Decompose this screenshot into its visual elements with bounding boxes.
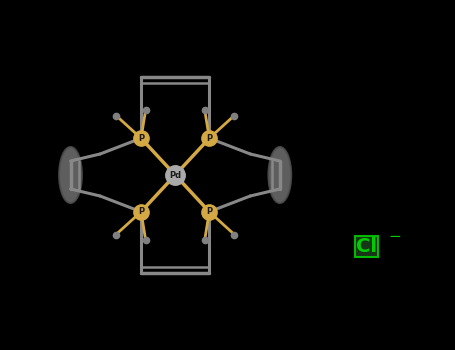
Text: −: − <box>388 230 401 244</box>
Ellipse shape <box>59 147 82 203</box>
Text: P: P <box>138 134 144 143</box>
Text: Cl: Cl <box>356 237 377 256</box>
Ellipse shape <box>268 147 291 203</box>
Text: Pd: Pd <box>169 170 181 180</box>
Text: P: P <box>206 134 212 143</box>
Text: P: P <box>138 207 144 216</box>
Text: P: P <box>206 207 212 216</box>
